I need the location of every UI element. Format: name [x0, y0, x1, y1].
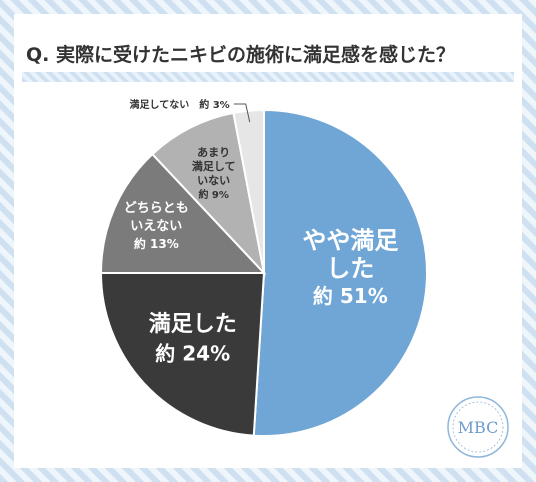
slice-value-label-2: 約 24% — [155, 341, 230, 365]
slice-label-5: 満足してない 約 3% — [130, 98, 230, 111]
slice-name-label-3: いえない — [130, 219, 182, 234]
slice-value-label-1: 約 51% — [313, 284, 388, 308]
slice-name-label-4: 満足して — [192, 159, 236, 173]
chart-title: Q. 実際に受けたニキビの施術に満足感を感じた？ — [26, 44, 455, 66]
slice-name-label-2: 満足した — [149, 311, 237, 337]
leader-line — [233, 103, 251, 123]
logo-text: MBC — [458, 418, 499, 437]
pie-slice-3 — [99, 152, 267, 274]
pie-slice-2 — [99, 272, 266, 437]
pie-slice-5 — [232, 108, 265, 274]
slice-value-label-3: 約 13% — [134, 236, 179, 251]
pie-slice-1 — [252, 108, 428, 437]
slice-name-label-1: やや満足 — [302, 227, 398, 255]
slice-value-label-4: 約 9% — [198, 188, 228, 201]
title-underline — [22, 72, 514, 82]
slice-name-label-3: どちらとも — [124, 201, 189, 216]
pie-slice-4 — [151, 111, 266, 277]
slice-name-label-4: いない — [197, 174, 230, 187]
slice-name-label-4: あまり — [197, 146, 230, 159]
slice-name-label-1: した — [326, 255, 374, 283]
mbc-logo: MBC — [447, 396, 509, 458]
